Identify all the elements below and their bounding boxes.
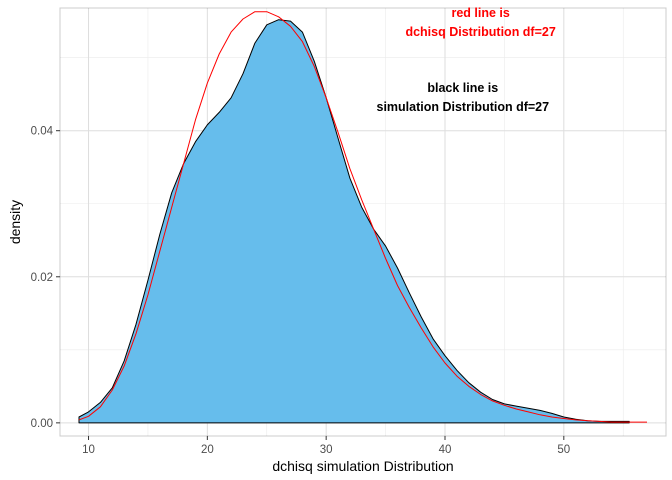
x-tick-label: 20 [201, 444, 214, 456]
x-tick-label: 40 [439, 444, 452, 456]
x-tick-label: 10 [82, 444, 95, 456]
x-tick-label: 50 [557, 444, 570, 456]
y-tick-label: 0.04 [31, 126, 54, 138]
y-axis-ticks: 0.00 0.02 0.04 [31, 126, 60, 430]
y-tick-label: 0.00 [31, 418, 53, 430]
panel-border [59, 7, 667, 437]
series-layer [78, 11, 647, 424]
black-line-note-2: simulation Distribution df=27 [377, 100, 550, 114]
simulation-density-area [78, 19, 630, 424]
dchisq-density-line [78, 11, 647, 423]
red-line-note-1: red line is [451, 6, 509, 20]
y-axis-title: density [7, 200, 23, 244]
x-axis-title: dchisq simulation Distribution [272, 458, 453, 474]
x-tick-label: 30 [320, 444, 333, 456]
x-axis-ticks: 10 20 30 40 50 [82, 436, 570, 456]
annotations: red line is dchisq Distribution df=27 blac… [377, 6, 556, 114]
red-line-note-2: dchisq Distribution df=27 [405, 25, 555, 39]
black-line-note-1: black line is [427, 81, 498, 95]
y-tick-label: 0.02 [31, 272, 53, 284]
